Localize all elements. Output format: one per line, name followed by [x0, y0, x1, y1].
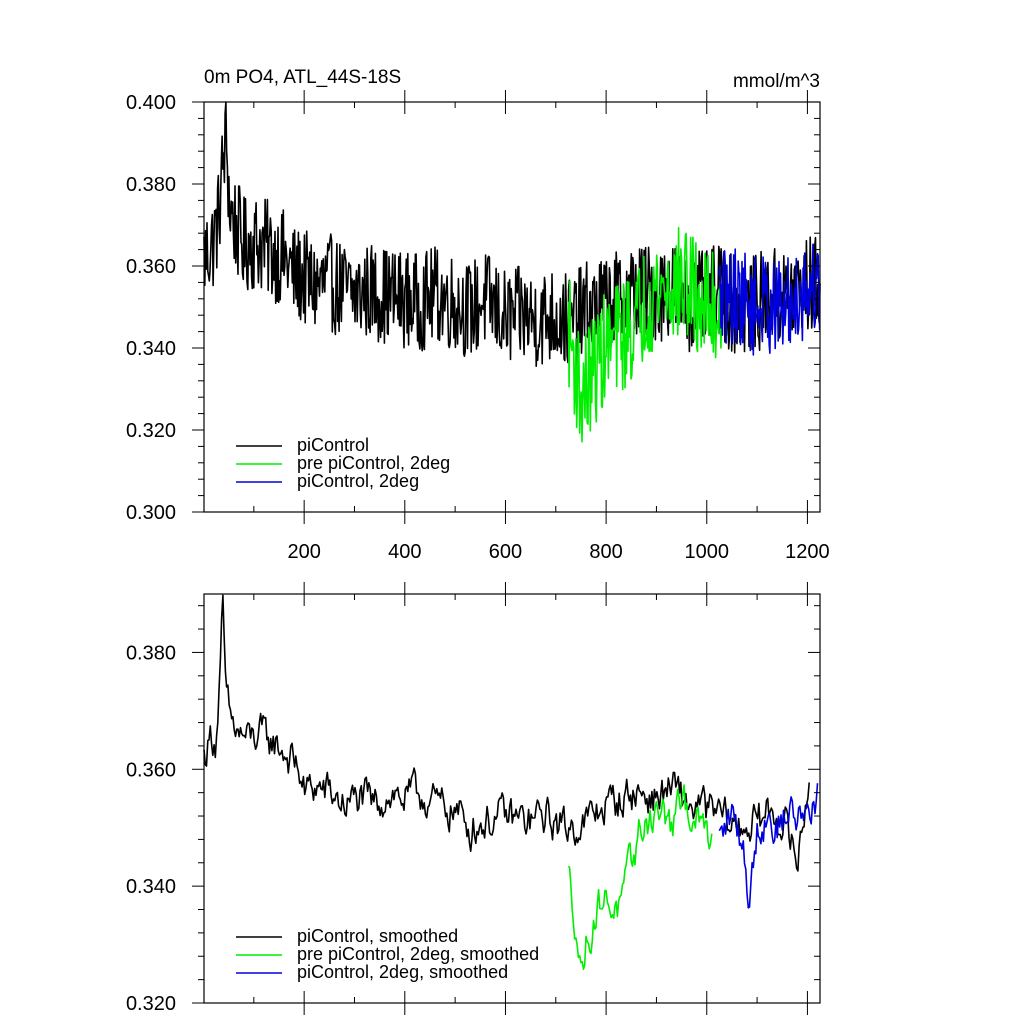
- top-y-tick-label: 0.320: [126, 420, 176, 442]
- top-y-tick-label: 0.300: [126, 502, 176, 524]
- bottom-series-line-1: [203, 594, 810, 872]
- top-legend-label: piControl: [297, 435, 369, 455]
- top-x-tick-label: 1200: [785, 541, 830, 563]
- top-x-tick-label: 200: [287, 541, 320, 563]
- top-plot-frame: [203, 101, 821, 513]
- top-y-tick-label: 0.360: [126, 256, 176, 278]
- figure-left-title: 0m PO4, ATL_44S-18S: [204, 67, 401, 88]
- bottom-plot-frame: [203, 593, 821, 1004]
- bottom-legend-label: piControl, 2deg, smoothed: [297, 962, 508, 982]
- top-legend-label: piControl, 2deg: [297, 471, 419, 491]
- bottom-legend-label: pre piControl, 2deg, smoothed: [297, 944, 539, 964]
- figure-right-title: mmol/m^3: [733, 71, 820, 92]
- top-x-tick-label: 800: [589, 541, 622, 563]
- bottom-series-line-3: [718, 783, 819, 909]
- bottom-y-tick-label: 0.360: [126, 759, 176, 781]
- top-legend-label: pre piControl, 2deg: [297, 453, 450, 473]
- top-x-tick-label: 1000: [685, 541, 730, 563]
- top-y-tick-label: 0.380: [126, 174, 176, 196]
- top-panel: 0.300 0.320 0.340 0.360 0.380 0.400 200 400 600 8…: [126, 90, 830, 563]
- top-series-line-3: [718, 243, 821, 356]
- top-y-tick-label: 0.340: [126, 338, 176, 360]
- top-x-tick-label: 600: [489, 541, 522, 563]
- top-series-line-2: [567, 226, 723, 443]
- top-series-line-1: [203, 101, 821, 369]
- top-x-tick-label: 400: [388, 541, 421, 563]
- bottom-series-line-2: [567, 784, 713, 971]
- bottom-y-tick-label: 0.380: [126, 642, 176, 664]
- bottom-y-tick-label: 0.320: [126, 993, 176, 1015]
- bottom-legend-label: piControl, smoothed: [297, 926, 458, 946]
- top-y-tick-label: 0.400: [126, 92, 176, 114]
- bottom-y-tick-label: 0.340: [126, 876, 176, 898]
